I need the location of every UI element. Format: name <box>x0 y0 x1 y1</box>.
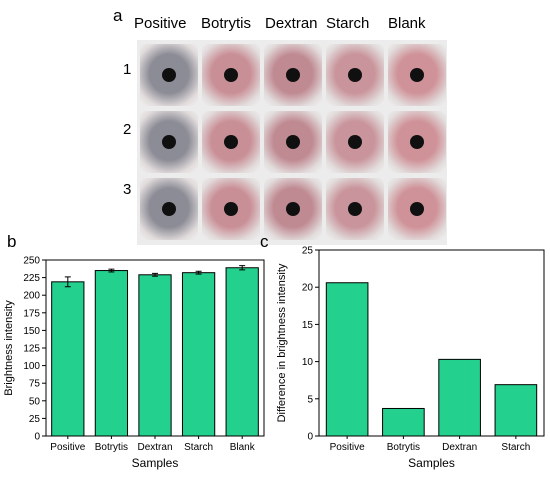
plot-frame <box>318 249 545 437</box>
swab-center-dot <box>224 202 238 216</box>
x-tick-label: Positive <box>330 442 365 453</box>
column-label-blank: Blank <box>388 15 426 32</box>
bar <box>325 282 369 437</box>
y-tick-label: 15 <box>302 320 314 331</box>
swab-center-dot <box>410 68 424 82</box>
y-axis-label: Difference in brightness intensity <box>276 263 288 422</box>
swab-image <box>202 178 260 240</box>
column-label-botrytis: Botrytis <box>201 15 252 32</box>
y-tick-label: 100 <box>23 361 40 372</box>
swab-image <box>388 111 446 173</box>
swab-image <box>264 44 322 106</box>
bar <box>225 267 259 437</box>
swab-image <box>140 44 198 106</box>
swab-image <box>326 178 384 240</box>
x-tick-label: Positive <box>50 442 85 453</box>
x-tick-label: Dextran <box>137 442 172 453</box>
x-axis-label: Samples <box>408 456 455 470</box>
x-tick-label: Starch <box>501 442 530 453</box>
panel-c-label: c <box>260 232 269 251</box>
swab-center-dot <box>348 202 362 216</box>
plot-frame <box>45 259 265 437</box>
y-tick-label: 125 <box>23 344 40 355</box>
row-label-1: 1 <box>123 61 132 78</box>
x-tick-label: Starch <box>184 442 213 453</box>
difference-bar-chart: Positive Botrytis Dextran Starch 0 5 10 15 20 25 S… <box>276 246 545 470</box>
swab-image <box>388 44 446 106</box>
row-label-3: 3 <box>123 181 132 198</box>
bar <box>51 281 85 437</box>
x-tick-label: Dextran <box>442 442 477 453</box>
swab-image <box>202 111 260 173</box>
column-label-starch: Starch <box>326 15 370 32</box>
swab-image <box>202 44 260 106</box>
y-axis-label: Brightness intensity <box>3 300 15 396</box>
bar <box>94 270 129 437</box>
column-label-dextran: Dextran <box>265 15 318 32</box>
x-tick-label: Botrytis <box>387 442 420 453</box>
bar <box>181 272 216 437</box>
y-tick-label: 50 <box>29 396 41 407</box>
x-tick-label: Blank <box>230 442 256 453</box>
swab-center-dot <box>410 135 424 149</box>
y-tick-label: 0 <box>34 432 40 443</box>
x-tick-label: Botrytis <box>95 442 128 453</box>
swab-image <box>264 111 322 173</box>
swab-image <box>326 111 384 173</box>
panel-a-label: a <box>113 6 123 25</box>
brightness-bar-chart: Positive Botrytis Dextran Starch Blank 0 25 50 7… <box>3 256 265 470</box>
swab-center-dot <box>162 135 176 149</box>
swab-center-dot <box>286 68 300 82</box>
bar <box>138 274 172 437</box>
y-tick-label: 250 <box>23 256 40 267</box>
x-axis-label: Samples <box>132 456 179 470</box>
swab-image <box>326 44 384 106</box>
y-tick-label: 10 <box>302 357 314 368</box>
y-tick-label: 0 <box>307 432 313 443</box>
swab-center-dot <box>410 202 424 216</box>
y-tick-label: 20 <box>302 283 314 294</box>
row-label-2: 2 <box>123 121 132 138</box>
swab-center-dot <box>224 68 238 82</box>
swab-center-dot <box>162 68 176 82</box>
panel-b-label: b <box>7 232 17 251</box>
y-tick-label: 175 <box>23 308 40 319</box>
swab-center-dot <box>224 135 238 149</box>
swab-center-dot <box>286 202 300 216</box>
swab-center-dot <box>348 135 362 149</box>
swab-image <box>264 178 322 240</box>
bar <box>494 384 538 437</box>
swab-center-dot <box>286 135 300 149</box>
y-tick-label: 150 <box>23 326 40 337</box>
swab-image <box>388 178 446 240</box>
y-tick-label: 225 <box>23 273 40 284</box>
column-label-positive: Positive <box>134 15 187 32</box>
y-tick-label: 5 <box>307 394 313 405</box>
swab-photo-grid <box>137 40 447 245</box>
y-tick-label: 200 <box>23 291 40 302</box>
swab-image <box>140 178 198 240</box>
y-tick-label: 25 <box>302 246 314 257</box>
swab-image <box>140 111 198 173</box>
swab-center-dot <box>348 68 362 82</box>
y-tick-label: 75 <box>29 379 41 390</box>
bar <box>382 407 425 437</box>
y-tick-label: 25 <box>29 414 41 425</box>
swab-center-dot <box>162 202 176 216</box>
bar <box>438 358 481 437</box>
